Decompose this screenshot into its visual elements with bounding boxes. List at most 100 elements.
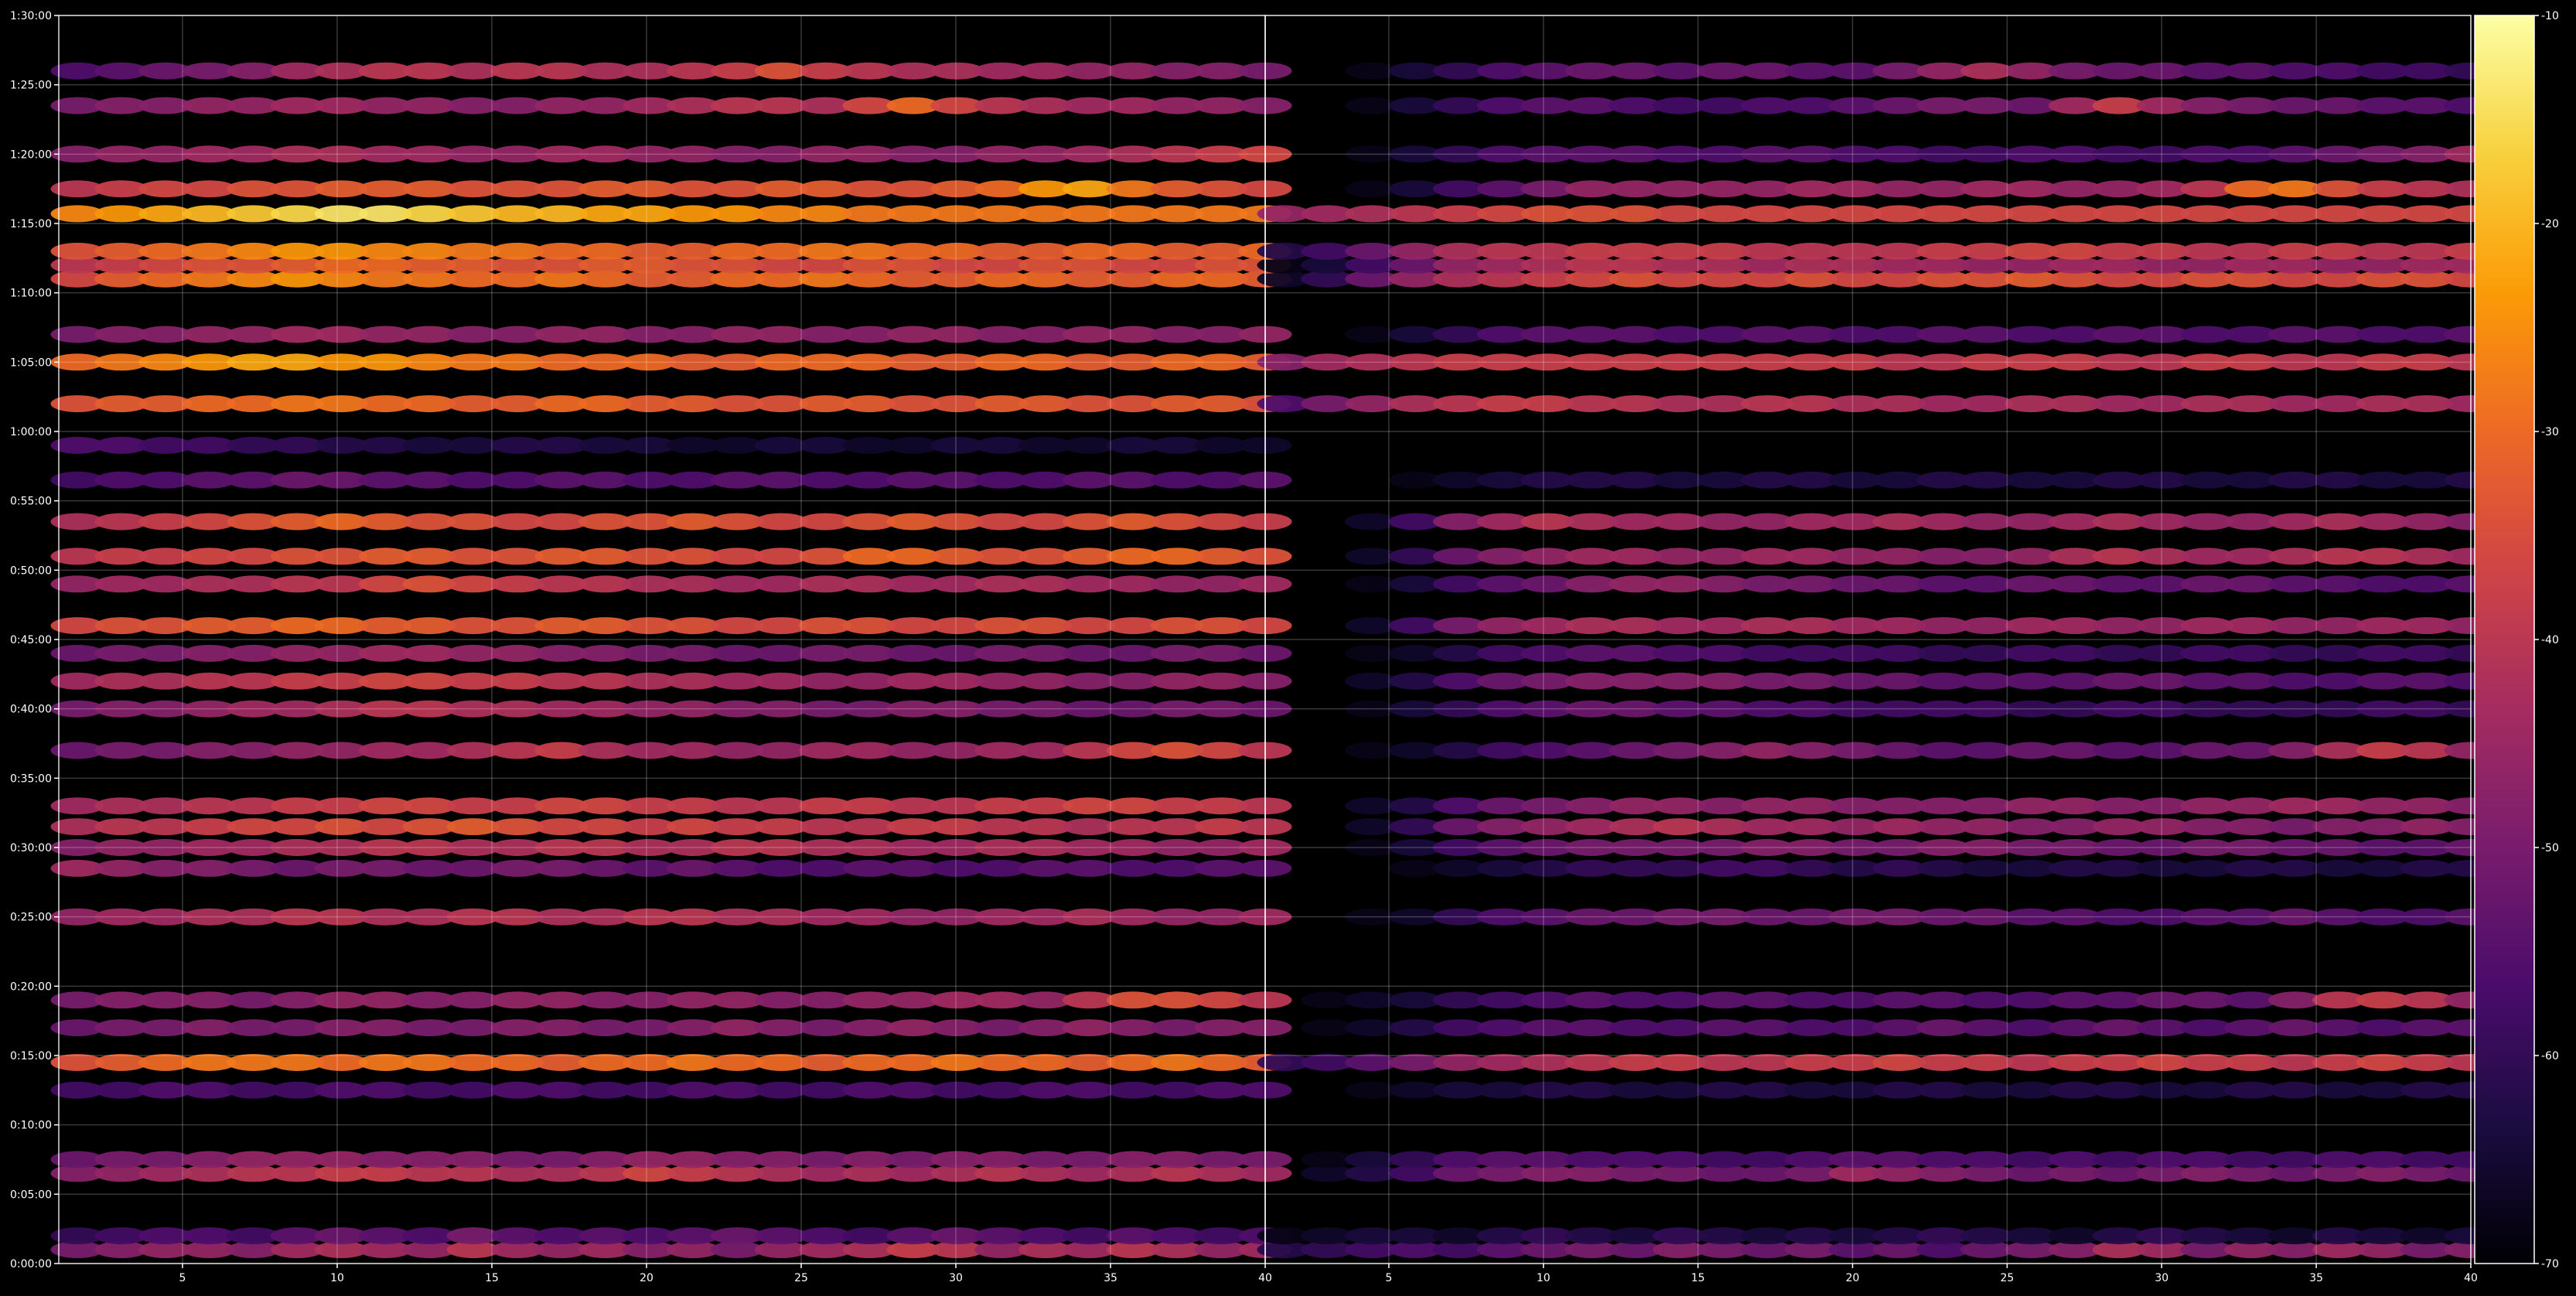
heatmap-cell [666, 617, 720, 635]
heatmap-cell [2268, 180, 2322, 198]
heatmap-cell [1257, 1241, 1311, 1259]
heatmap-cell [2268, 471, 2322, 489]
heatmap-cell [1564, 471, 1619, 489]
heatmap-cell [1389, 395, 1442, 413]
heatmap-cell [1106, 742, 1160, 759]
heatmap-cell [314, 1227, 368, 1245]
heatmap-cell [2092, 513, 2146, 530]
heatmap-cell [138, 644, 193, 662]
heatmap-cell [1194, 145, 1248, 163]
heatmap-cell [2180, 644, 2234, 662]
heatmap-cell [2224, 180, 2278, 198]
heatmap-cell [490, 617, 544, 635]
heatmap-cell [623, 991, 677, 1009]
heatmap-cell [1476, 1227, 1530, 1245]
heatmap-cell [358, 395, 412, 413]
heatmap-cell [446, 353, 500, 371]
heatmap-cell [1106, 818, 1160, 836]
heatmap-cell [1432, 991, 1486, 1009]
heatmap-cell [227, 839, 281, 856]
heatmap-cell [183, 1019, 237, 1037]
heatmap-cell [314, 145, 368, 163]
heatmap-cell [2224, 1165, 2278, 1182]
heatmap-cell [754, 859, 808, 877]
heatmap-cell [2268, 205, 2322, 223]
heatmap-cell [2005, 991, 2058, 1009]
heatmap-cell [1828, 1054, 1882, 1071]
heatmap-cell [227, 1227, 281, 1245]
heatmap-cell [2136, 839, 2190, 856]
heatmap-cell [930, 436, 984, 454]
heatmap-cell [842, 353, 896, 371]
heatmap-cell [754, 353, 808, 371]
heatmap-cell [710, 547, 764, 565]
heatmap-cell [50, 1241, 104, 1259]
heatmap-cell [314, 256, 368, 274]
heatmap-cell [2005, 575, 2058, 593]
heatmap-cell [1345, 180, 1399, 198]
heatmap-cell [2048, 797, 2102, 815]
heatmap-cell [2092, 1019, 2146, 1037]
heatmap-cell [1062, 1165, 1116, 1182]
heatmap-cell [623, 839, 677, 856]
heatmap-cell [2092, 242, 2146, 260]
heatmap-cell [2048, 1227, 2102, 1245]
heatmap-cell [1740, 839, 1794, 856]
heatmap-cell [94, 1081, 148, 1099]
heatmap-cell [754, 575, 808, 593]
heatmap-cell [2048, 97, 2102, 114]
heatmap-cell [710, 575, 764, 593]
heatmap-cell [1784, 1081, 1838, 1099]
heatmap-cell [1476, 1054, 1530, 1071]
heatmap-cell [1828, 1227, 1882, 1245]
heatmap-cell [2092, 97, 2146, 114]
heatmap-cell [1150, 1019, 1204, 1037]
heatmap-cell [402, 672, 456, 690]
heatmap-cell [534, 575, 589, 593]
heatmap-cell [1872, 1165, 1926, 1182]
heatmap-cell [1916, 62, 1970, 80]
heatmap-cell [1150, 1165, 1204, 1182]
heatmap-cell [623, 908, 677, 926]
heatmap-cell [710, 1054, 764, 1071]
heatmap-cell [490, 1227, 544, 1245]
heatmap-cell [974, 1019, 1029, 1037]
heatmap-cell [1476, 471, 1530, 489]
heatmap-cell [402, 97, 456, 114]
heatmap-cell [1916, 395, 1970, 413]
heatmap-cell [1150, 471, 1204, 489]
heatmap-cell [1916, 353, 1970, 371]
heatmap-cell [1609, 700, 1663, 718]
heatmap-cell [1697, 145, 1750, 163]
heatmap-cell [1018, 742, 1073, 759]
heatmap-cell [1062, 742, 1116, 759]
heatmap-cell [534, 1241, 589, 1259]
heatmap-cell [2005, 97, 2058, 114]
heatmap-cell [314, 62, 368, 80]
heatmap-cell [623, 859, 677, 877]
heatmap-cell [1740, 818, 1794, 836]
heatmap-cell [710, 1081, 764, 1099]
heatmap-cell [1476, 700, 1530, 718]
y-tick-label: 0:25:00 [10, 912, 52, 924]
heatmap-cell [1653, 742, 1707, 759]
heatmap-cell [666, 205, 720, 223]
heatmap-cell [50, 742, 104, 759]
heatmap-cell [446, 700, 500, 718]
heatmap-cell [2005, 270, 2058, 288]
heatmap-cell [2136, 97, 2190, 114]
heatmap-cell [2005, 547, 2058, 565]
heatmap-cell [974, 742, 1029, 759]
heatmap-cell [2048, 818, 2102, 836]
heatmap-cell [1476, 575, 1530, 593]
heatmap-cell [2356, 62, 2410, 80]
heatmap-cell [1476, 644, 1530, 662]
heatmap-cell [2400, 839, 2454, 856]
heatmap-cell [2400, 326, 2454, 343]
heatmap-cell [1564, 62, 1619, 80]
heatmap-cell [1476, 242, 1530, 260]
heatmap-cell [1432, 326, 1486, 343]
heatmap-cell [1432, 270, 1486, 288]
heatmap-cell [1872, 839, 1926, 856]
heatmap-cell [314, 644, 368, 662]
